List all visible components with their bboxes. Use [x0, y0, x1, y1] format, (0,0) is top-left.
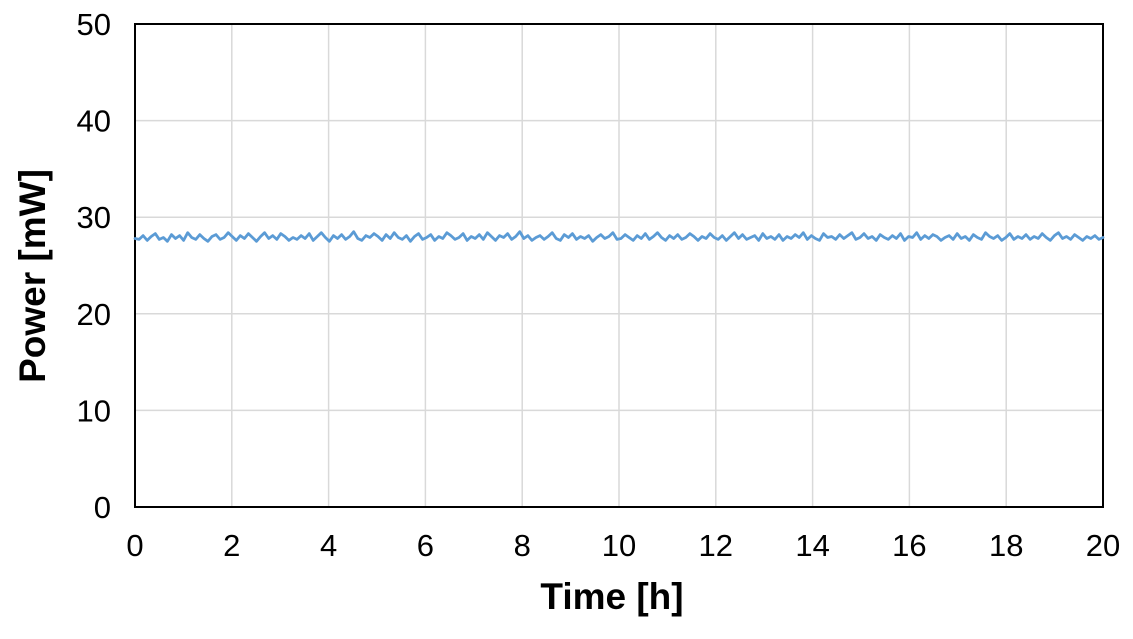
- x-tick-label: 4: [320, 528, 337, 563]
- y-tick-label: 10: [77, 393, 111, 428]
- y-tick-label: 20: [77, 297, 111, 332]
- x-tick-label: 2: [223, 528, 240, 563]
- x-tick-label: 10: [602, 528, 636, 563]
- y-tick-label: 30: [77, 200, 111, 235]
- y-tick-label: 50: [77, 7, 111, 42]
- x-tick-label: 20: [1086, 528, 1120, 563]
- x-tick-label: 16: [892, 528, 926, 563]
- x-axis-title: Time [h]: [540, 576, 684, 617]
- x-tick-label: 6: [417, 528, 434, 563]
- y-axis-title: Power [mW]: [12, 169, 53, 383]
- x-tick-label: 18: [989, 528, 1023, 563]
- y-tick-label: 40: [77, 104, 111, 139]
- x-tick-label: 12: [699, 528, 733, 563]
- x-tick-label: 0: [126, 528, 143, 563]
- power-series-line: [133, 230, 1105, 243]
- x-tick-label: 8: [514, 528, 531, 563]
- y-tick-label: 0: [94, 490, 111, 525]
- plot-border: [134, 23, 1104, 508]
- x-tick-label: 14: [795, 528, 829, 563]
